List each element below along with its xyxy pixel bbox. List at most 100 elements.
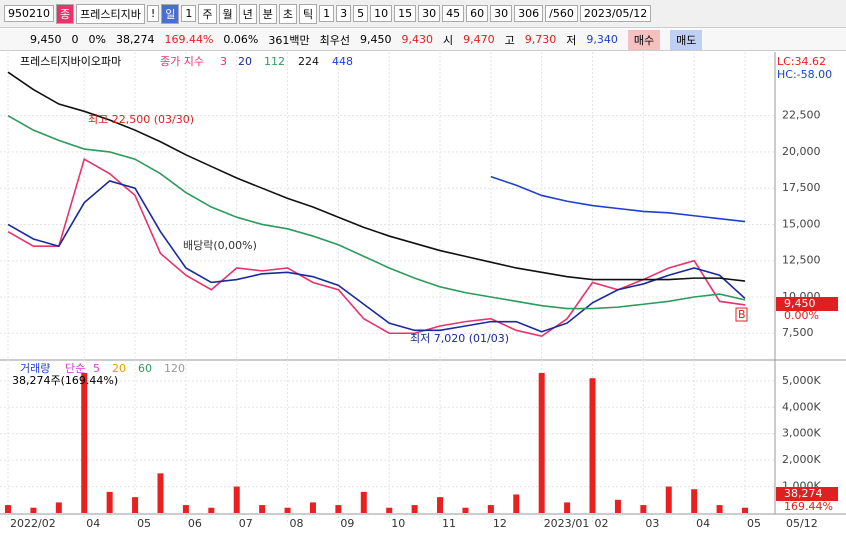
last-volume: 38,274 [784, 487, 823, 500]
quote-item: 저 [566, 33, 577, 47]
toolbar-item[interactable]: 45 [442, 5, 465, 22]
x-tick-label: 04 [696, 517, 710, 530]
volume-bar [716, 505, 723, 513]
quote-item: 9,340 [586, 33, 618, 46]
volume-bar [106, 491, 113, 513]
toolbar-item[interactable]: ! [146, 5, 160, 22]
toolbar-item[interactable]: 년 [238, 3, 257, 24]
toolbar-item[interactable]: 주 [198, 3, 217, 24]
toolbar-item[interactable]: 틱 [299, 3, 318, 24]
toolbar-item[interactable]: 종 [56, 3, 75, 24]
volume-bar [437, 497, 444, 513]
y-tick-label: 3,000K [782, 427, 821, 440]
marker-box [735, 307, 748, 322]
toolbar-item[interactable]: 5 [353, 5, 369, 22]
volume-bar [157, 473, 164, 513]
x-tick-label: 04 [86, 517, 100, 530]
volume-bar [513, 494, 520, 513]
quote-item: 9,470 [463, 33, 495, 46]
y-tick-label: 15,000 [782, 217, 821, 230]
toolbar-item[interactable]: 10 [370, 5, 393, 22]
quote-item: 9,430 [401, 33, 433, 46]
volume-bar [360, 491, 367, 513]
volume-bar [691, 489, 698, 513]
quote-item: 시 [442, 33, 454, 47]
y-tick-label: 4,000K [782, 400, 821, 413]
toolbar-item[interactable]: 306 [514, 5, 544, 22]
quote-item: 9,450 [30, 33, 62, 46]
x-tick-label: 03 [645, 517, 659, 530]
volume-bar [208, 507, 215, 513]
series-line [7, 180, 746, 333]
x-tick-label: 08 [290, 517, 304, 530]
legend-entry: 20 [238, 55, 252, 68]
toolbar-item[interactable]: 2023/05/12 [579, 5, 652, 22]
y-tick-label: 7,500 [782, 326, 814, 339]
toolbar-item[interactable]: 15 [394, 5, 417, 22]
toolbar-item[interactable]: 분 [258, 3, 277, 24]
legend-entry: 20 [112, 362, 126, 375]
axis-end-label: 05/12 [786, 517, 818, 530]
toolbar-item[interactable]: 월 [218, 3, 237, 24]
legend-entry: 448 [332, 55, 353, 68]
toolbar-item[interactable]: 1 [181, 5, 197, 22]
volume-bar [640, 505, 647, 513]
volume-info: 38,274주(169.44%) [12, 374, 118, 387]
toolbar-item[interactable]: 30 [490, 5, 513, 22]
quote-item[interactable]: 매도 [670, 29, 703, 50]
quote-item: 9,730 [524, 33, 557, 46]
chart: 7,50010,00012,50015,00017,50020,00022,50… [0, 52, 846, 538]
y-tick-label: 5,000K [782, 374, 821, 387]
legend-title: 거래량 [20, 362, 50, 375]
quote-item: 최우선 [319, 33, 350, 47]
toolbar-item[interactable]: 30 [418, 5, 441, 22]
volume-bar [742, 507, 748, 513]
volume-bar [309, 502, 316, 513]
last-price: 9,450 [784, 297, 816, 310]
series-line [7, 114, 746, 310]
volume-bar [233, 486, 240, 513]
quote-item: 361백만 [268, 33, 310, 47]
volume-bar [30, 507, 37, 513]
quote-item: 169.44% [164, 33, 214, 46]
toolbar-item[interactable]: 초 [278, 3, 298, 24]
y-tick-label: 12,500 [782, 254, 821, 267]
toolbar-item[interactable]: 3 [336, 5, 352, 22]
stock-name: 프레스티지바이오파마 [20, 55, 121, 68]
volume-bar [284, 507, 291, 513]
legend-entry: 224 [298, 55, 319, 68]
x-tick-label: 09 [340, 517, 354, 530]
toolbar: 950210 종 프레스티지바! 일 1 주 월 년 분 초 틱 1 3 5 10 15 30 45 60 30 306… [0, 0, 846, 28]
x-tick-label: 10 [391, 517, 405, 530]
marker: B [738, 308, 746, 321]
toolbar-item[interactable]: 950210 [4, 5, 54, 22]
volume-bar [182, 505, 189, 513]
x-tick-label: 05 [747, 517, 761, 530]
price-box [776, 297, 838, 311]
toolbar-item[interactable]: /560 [545, 5, 578, 22]
toolbar-item[interactable]: 60 [466, 5, 489, 22]
annotation: 최고 22,500 (03/30) [88, 113, 194, 126]
volume-bar [665, 486, 672, 513]
series-line [7, 71, 746, 282]
volume-box [776, 487, 838, 501]
quote-item[interactable]: 매수 [627, 29, 661, 50]
annotation: 최저 7,020 (01/03) [410, 332, 509, 345]
volume-bar [538, 372, 545, 513]
x-tick-label: 2022/02 [10, 517, 56, 530]
volume-bar [462, 507, 469, 513]
toolbar-item[interactable]: 1 [319, 5, 335, 22]
toolbar-item[interactable]: 일 [161, 3, 180, 24]
change-label: 0.00% [784, 309, 819, 322]
quote-item: 0% [88, 33, 106, 46]
x-tick-label: 06 [188, 517, 202, 530]
volume-bar [132, 497, 139, 513]
volume-bar [259, 505, 266, 513]
quote-item: 38,274 [115, 33, 155, 46]
lc-label: LC:34.62 [777, 55, 826, 68]
quote-item: 0.06% [223, 33, 259, 46]
volume-bar [589, 378, 596, 513]
toolbar-item[interactable]: 프레스티지바 [76, 3, 145, 24]
legend-entry: 112 [264, 55, 285, 68]
ratio-label: 169.44% [784, 500, 833, 513]
